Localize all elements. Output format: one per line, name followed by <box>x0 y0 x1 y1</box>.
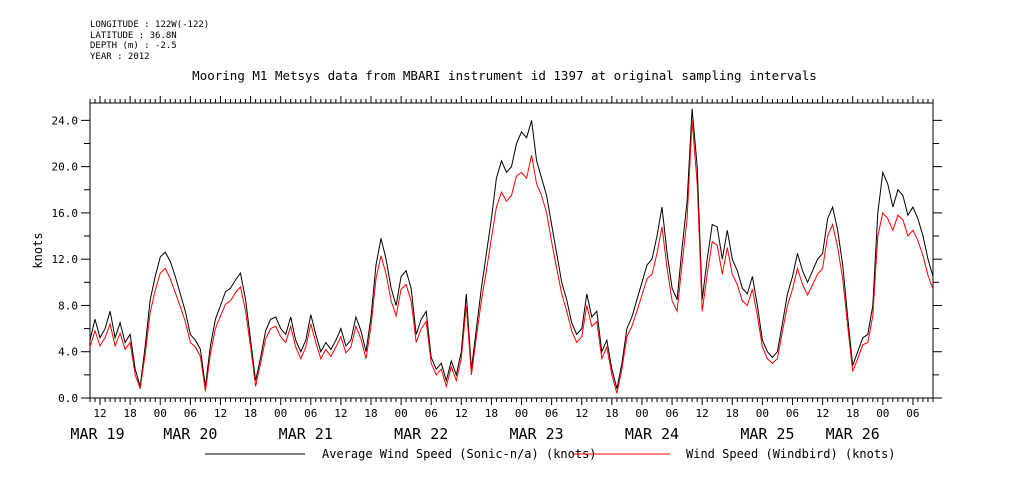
plot-frame <box>89 102 934 399</box>
x-date-label: MAR 23 <box>509 425 563 443</box>
y-tick-label: 8.0 <box>58 299 78 312</box>
y-tick-label: 16.0 <box>52 207 79 220</box>
x-date-label: MAR 24 <box>625 425 679 443</box>
x-tick-label: 00 <box>394 407 407 420</box>
x-date-label: MAR 25 <box>740 425 794 443</box>
x-tick-label: 06 <box>304 407 317 420</box>
y-tick-label: 0.0 <box>58 392 78 405</box>
x-tick-label: 12 <box>696 407 709 420</box>
x-date-label: MAR 19 <box>70 425 124 443</box>
x-tick-label: 12 <box>455 407 468 420</box>
x-tick-label: 18 <box>244 407 257 420</box>
series-line-sonic <box>89 108 934 389</box>
x-tick-label: 00 <box>756 407 769 420</box>
x-tick-label: 18 <box>364 407 377 420</box>
y-tick-label: 20.0 <box>52 161 79 174</box>
x-tick-label: 18 <box>124 407 137 420</box>
x-date-label: MAR 20 <box>163 425 217 443</box>
x-tick-label: 06 <box>545 407 558 420</box>
x-tick-label: 00 <box>274 407 287 420</box>
x-tick-label: 12 <box>575 407 588 420</box>
y-axis-label: knots <box>31 232 45 268</box>
x-tick-label: 12 <box>334 407 347 420</box>
legend-label: Average Wind Speed (Sonic-n/a) (knots) <box>322 447 597 461</box>
longitude-line: LONGITUDE : 122W(-122) <box>90 20 210 30</box>
x-tick-label: 00 <box>515 407 528 420</box>
x-date-label: MAR 26 <box>826 425 880 443</box>
y-tick-label: 12.0 <box>52 253 79 266</box>
x-tick-label: 18 <box>726 407 739 420</box>
legend-label: Wind Speed (Windbird) (knots) <box>686 447 896 461</box>
x-tick-label: 00 <box>635 407 648 420</box>
x-tick-label: 06 <box>425 407 438 420</box>
y-tick-label: 4.0 <box>58 346 78 359</box>
x-tick-label: 06 <box>665 407 678 420</box>
x-tick-label: 00 <box>876 407 889 420</box>
year-line: YEAR : 2012 <box>90 51 150 62</box>
x-tick-label: 06 <box>906 407 919 420</box>
metadata-block: LONGITUDE : 122W(-122) LATITUDE : 36.8N … <box>90 20 209 62</box>
latitude-line: LATITUDE : 36.8N <box>90 30 177 41</box>
x-tick-label: 06 <box>184 407 197 420</box>
x-date-label: MAR 22 <box>394 425 448 443</box>
x-date-label: MAR 21 <box>279 425 333 443</box>
chart-title: Mooring M1 Metsys data from MBARI instru… <box>192 68 817 83</box>
depth-line: DEPTH (m) : -2.5 <box>90 41 177 51</box>
x-tick-label: 12 <box>93 407 106 420</box>
series-line-windbird <box>89 120 934 394</box>
x-tick-label: 18 <box>846 407 859 420</box>
y-tick-label: 24.0 <box>52 114 79 127</box>
x-tick-label: 00 <box>154 407 167 420</box>
x-tick-label: 18 <box>605 407 618 420</box>
x-tick-label: 06 <box>786 407 799 420</box>
x-tick-label: 12 <box>816 407 829 420</box>
x-tick-label: 18 <box>485 407 498 420</box>
x-tick-label: 12 <box>214 407 227 420</box>
